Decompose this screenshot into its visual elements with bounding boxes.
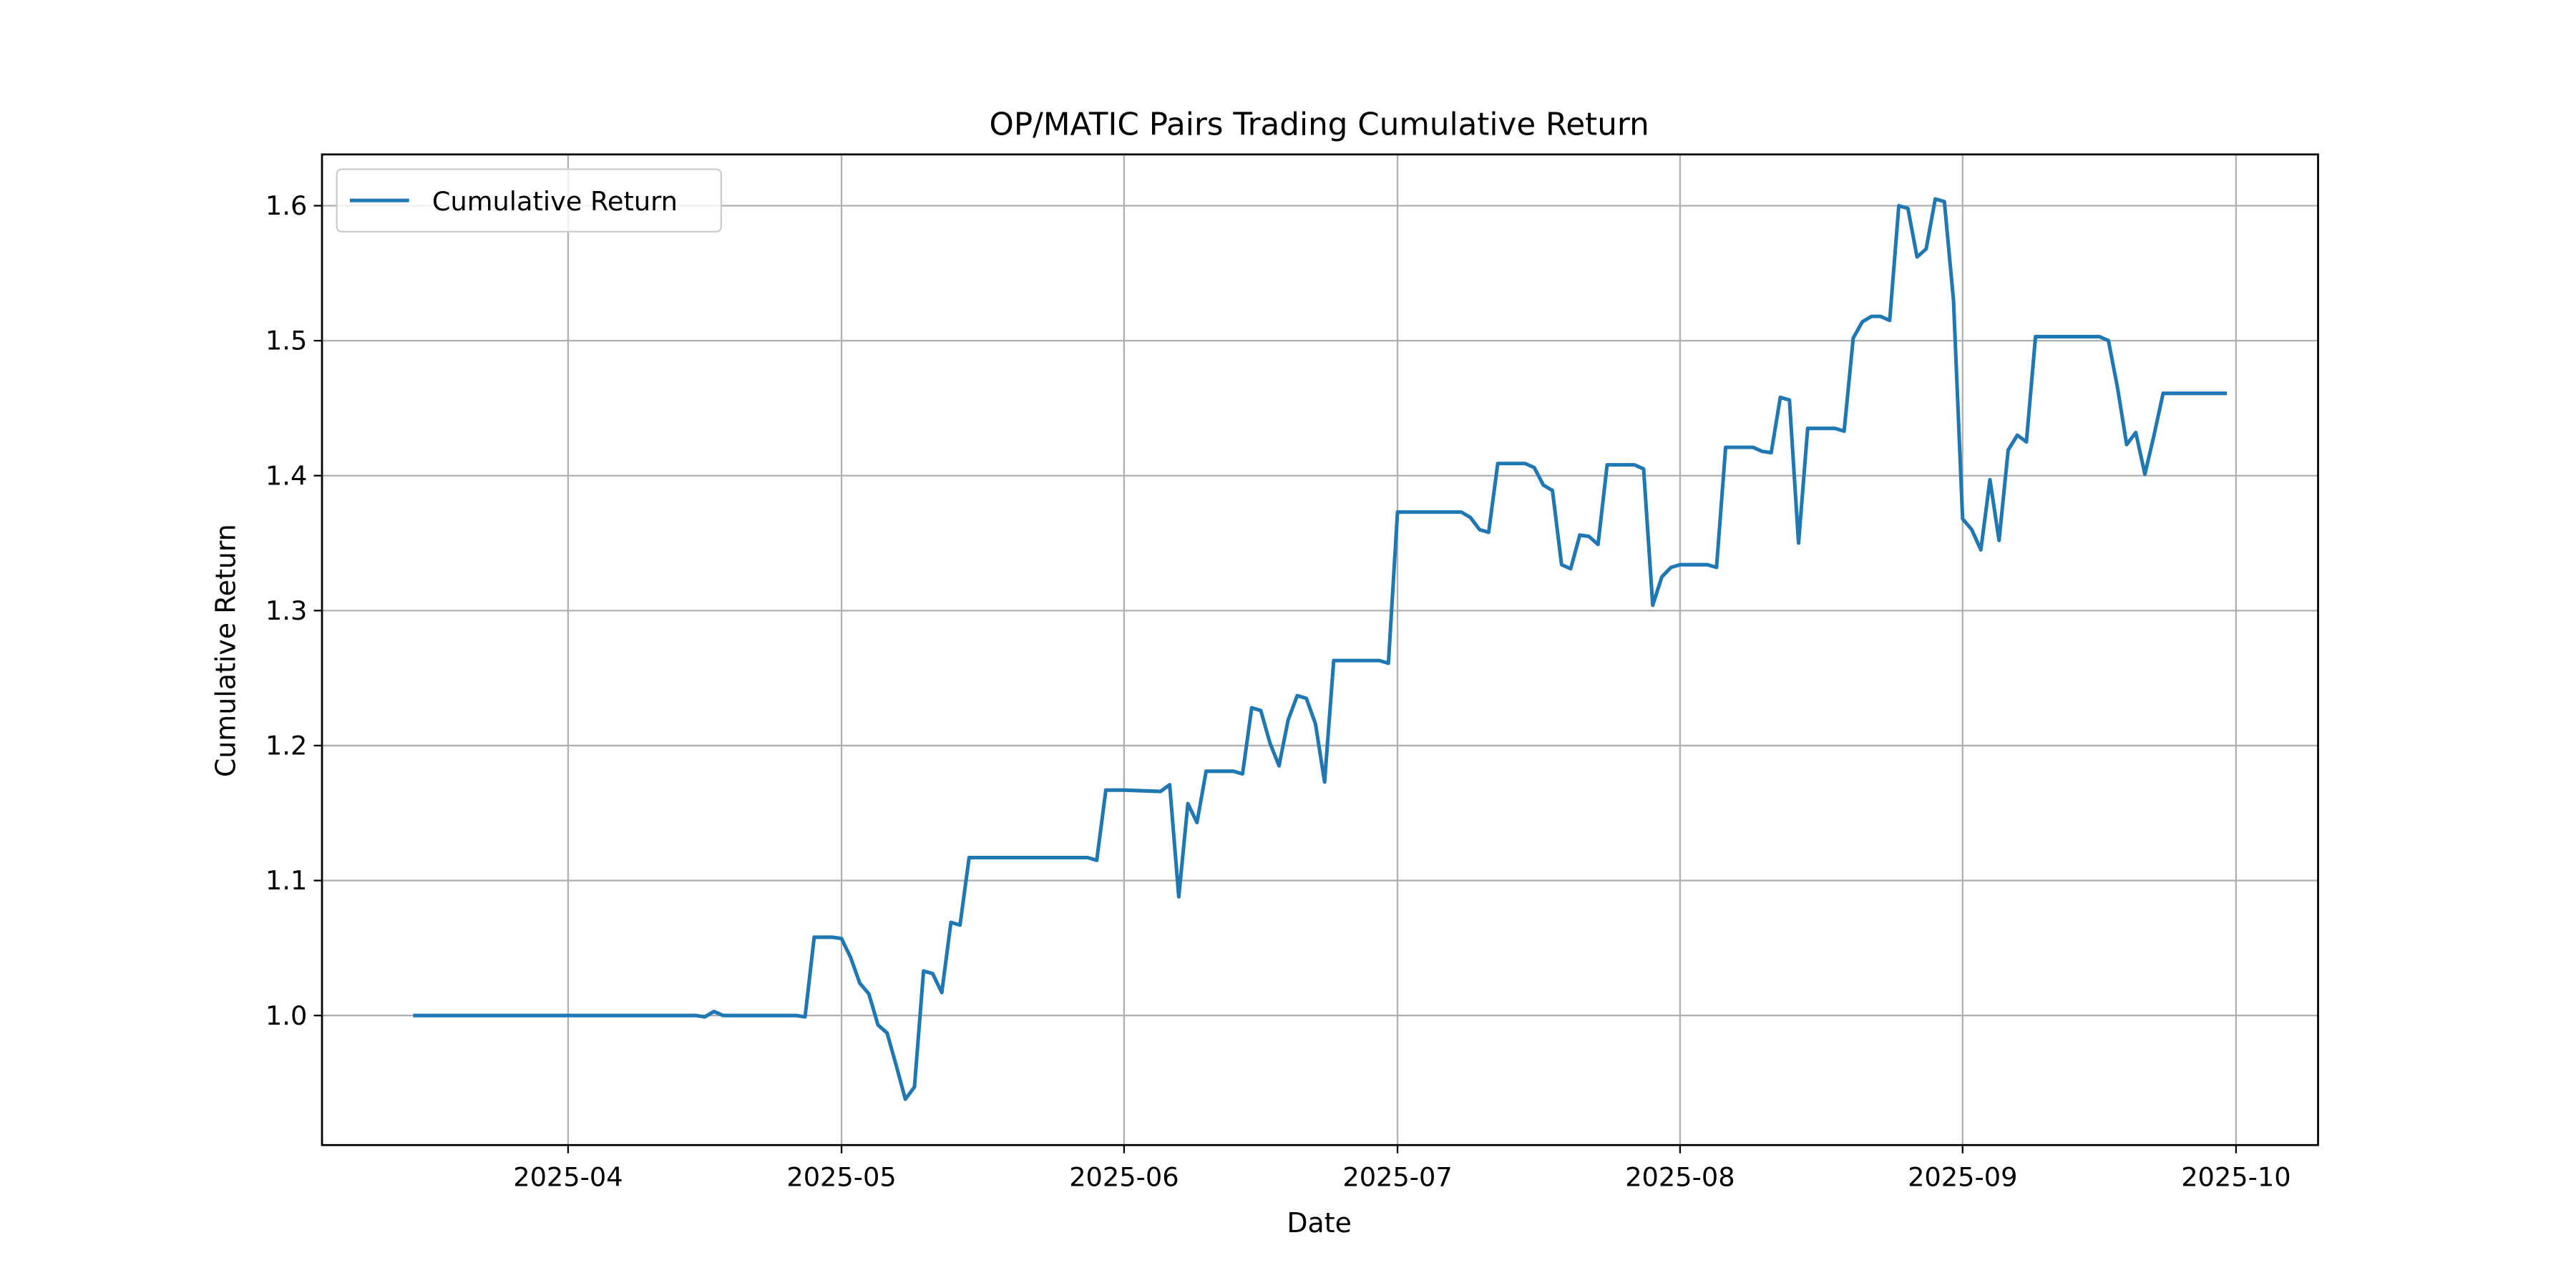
x-tick-label: 2025-07 [1342,1162,1452,1193]
data-line [413,197,2228,1101]
x-tick-label: 2025-06 [1069,1162,1179,1193]
legend-box [336,168,723,233]
y-tick-label: 1.0 [265,1000,307,1031]
x-axis-label: Date [1287,1207,1352,1239]
plot-frame [321,153,2319,1146]
y-tick-label: 1.5 [265,326,307,356]
x-tick-label: 2025-05 [786,1162,896,1193]
x-tick-label: 2025-09 [1908,1162,2017,1193]
x-tick-label: 2025-10 [2181,1162,2290,1193]
chart-title: OP/MATIC Pairs Trading Cumulative Return [990,107,1649,142]
y-tick-label: 1.6 [265,190,307,221]
y-tick-label: 1.1 [265,865,307,896]
legend: Cumulative Return [336,168,723,233]
y-tick-label: 1.3 [265,595,307,626]
y-tick-label: 1.4 [265,460,307,491]
legend-label: Cumulative Return [432,186,678,217]
y-axis-label: Cumulative Return [210,524,241,777]
x-tick-label: 2025-08 [1625,1162,1735,1193]
y-tick-label: 1.2 [265,731,307,761]
x-tick-label: 2025-04 [513,1162,623,1193]
